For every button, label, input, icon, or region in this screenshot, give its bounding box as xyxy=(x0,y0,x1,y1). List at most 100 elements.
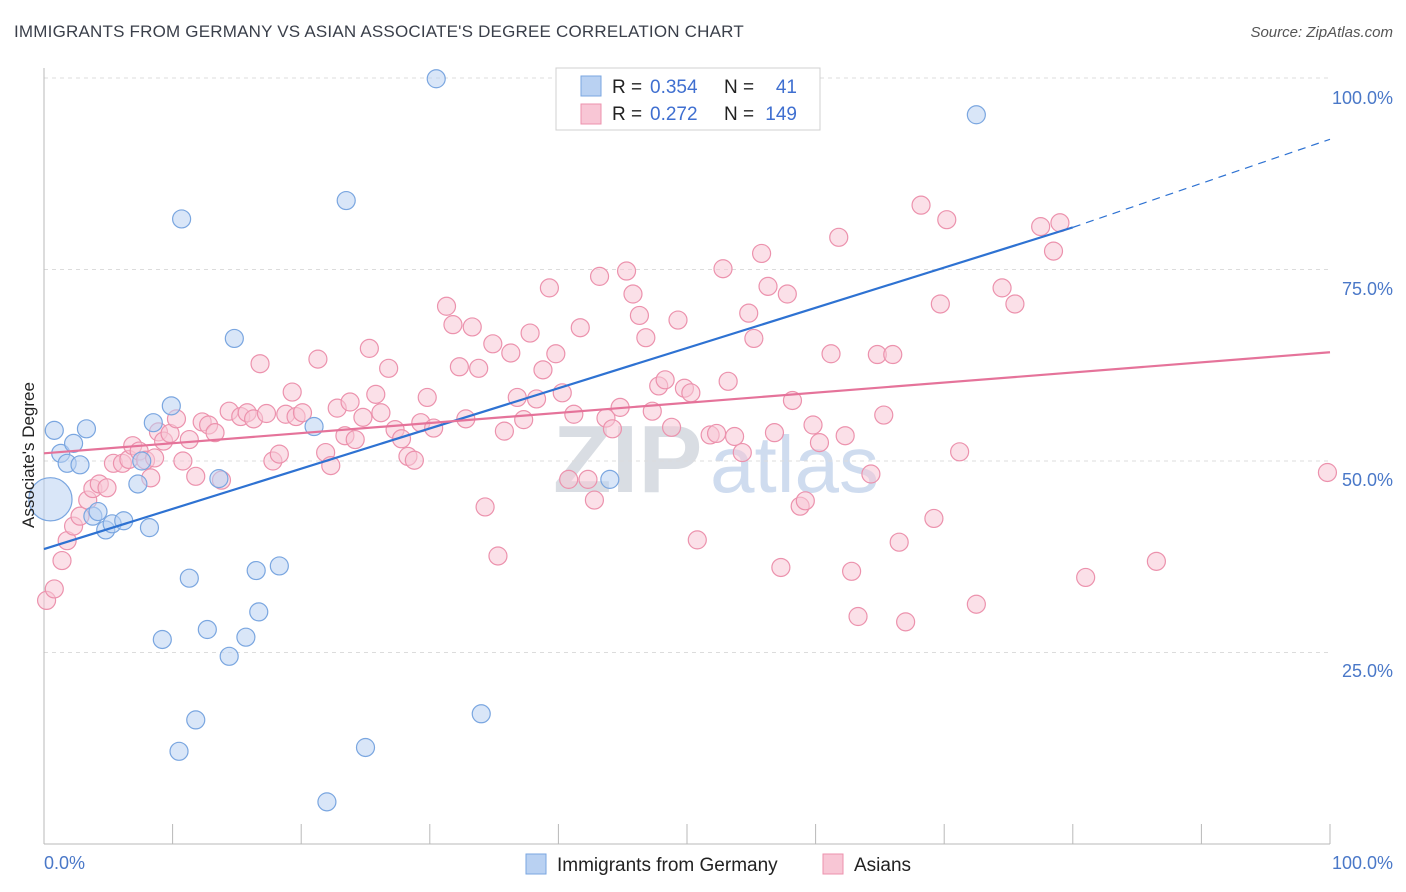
asians-point-121 xyxy=(842,561,862,581)
asians-point-107 xyxy=(744,328,764,349)
legend-r-label-2: R = xyxy=(612,104,642,125)
bottom-legend-label-germany: Immigrants from Germany xyxy=(557,855,778,876)
legend-n-label-1: N = xyxy=(724,77,754,98)
chart-title: IMMIGRANTS FROM GERMANY VS ASIAN ASSOCIA… xyxy=(14,22,744,41)
asians-trend-line xyxy=(43,351,1331,455)
germany-point-18 xyxy=(169,741,189,761)
germany-trend-extension xyxy=(1072,138,1331,228)
asians-point-129 xyxy=(911,195,931,215)
asians-point-103 xyxy=(718,371,738,391)
asians-point-76 xyxy=(539,278,559,298)
germany-point-23 xyxy=(209,469,229,489)
series-legend: Immigrants from Germany Asians xyxy=(525,853,911,876)
germany-point-31 xyxy=(317,792,337,812)
germany-point-1 xyxy=(44,420,64,440)
asians-point-94 xyxy=(655,370,675,390)
asians-point-24 xyxy=(186,466,206,486)
y-tick-50: 50.0% xyxy=(1342,470,1393,490)
germany-point-35 xyxy=(471,704,491,724)
asians-point-108 xyxy=(751,243,772,264)
germany-point-25 xyxy=(224,328,244,349)
legend-swatch-germany xyxy=(580,75,602,97)
asians-point-56 xyxy=(404,450,424,470)
asians-point-70 xyxy=(501,343,521,363)
legend-r-label-1: R = xyxy=(612,77,642,98)
asians-point-82 xyxy=(578,469,598,489)
asians-point-61 xyxy=(443,315,463,335)
y-axis-label: Associate's Degree xyxy=(19,382,38,528)
asians-point-128 xyxy=(896,612,916,632)
asians-point-99 xyxy=(687,530,707,550)
asians-point-106 xyxy=(739,303,759,323)
gridlines xyxy=(44,77,1330,653)
asians-point-140 xyxy=(1076,567,1096,588)
asians-point-104 xyxy=(724,426,745,447)
asians-point-60 xyxy=(436,296,457,316)
germany-point-37 xyxy=(966,105,986,125)
x-tick-max: 100.0% xyxy=(1332,853,1393,873)
asians-point-125 xyxy=(874,405,894,425)
germany-point-24 xyxy=(219,646,239,666)
asians-point-98 xyxy=(681,383,701,403)
germany-point-6 xyxy=(76,419,97,439)
asians-point-138 xyxy=(1043,241,1064,261)
asians-point-122 xyxy=(848,606,868,627)
germany-point-13 xyxy=(132,451,152,471)
asians-point-119 xyxy=(829,227,849,247)
axes xyxy=(43,68,1331,845)
asians-point-120 xyxy=(835,426,855,446)
asians-point-68 xyxy=(488,546,508,566)
asians-point-73 xyxy=(520,323,540,343)
legend-swatch-asians xyxy=(580,103,602,125)
asians-point-1 xyxy=(44,579,64,599)
asians-point-46 xyxy=(340,392,360,412)
asians-point-86 xyxy=(602,419,623,439)
asians-point-84 xyxy=(589,266,610,286)
asians-point-34 xyxy=(256,403,277,424)
correlation-legend: R = 0.354 N = 41 R = 0.272 N = 149 xyxy=(555,67,821,131)
asians-point-102 xyxy=(713,259,733,279)
asians-point-135 xyxy=(992,278,1012,298)
asians-point-9 xyxy=(97,478,117,498)
germany-point-4 xyxy=(63,433,84,453)
asians-point-62 xyxy=(449,357,469,377)
asians-point-83 xyxy=(584,490,605,510)
legend-r-value-2: 0.272 xyxy=(650,104,698,125)
germany-point-5 xyxy=(70,455,90,475)
asians-point-127 xyxy=(889,532,909,552)
germany-point-19 xyxy=(172,209,192,229)
bottom-legend-label-asians: Asians xyxy=(854,855,911,876)
asians-points xyxy=(36,195,1338,632)
germany-point-14 xyxy=(139,518,160,538)
y-tick-25: 25.0% xyxy=(1342,661,1393,681)
asians-point-52 xyxy=(379,358,399,378)
asians-point-50 xyxy=(366,384,386,404)
asians-point-54 xyxy=(391,429,412,449)
asians-point-36 xyxy=(269,444,289,464)
germany-point-34 xyxy=(426,69,446,89)
germany-point-21 xyxy=(186,710,206,730)
asians-point-66 xyxy=(475,497,495,517)
asians-point-110 xyxy=(764,423,785,443)
y-tick-75: 75.0% xyxy=(1342,279,1393,299)
asians-point-67 xyxy=(483,334,503,354)
asians-point-72 xyxy=(514,410,534,430)
asians-point-126 xyxy=(883,344,903,365)
asians-point-77 xyxy=(546,344,566,364)
germany-point-15 xyxy=(143,413,163,433)
germany-point-33 xyxy=(355,737,376,758)
asians-point-88 xyxy=(616,261,637,281)
germany-point-26 xyxy=(236,627,256,647)
asians-point-105 xyxy=(732,442,752,463)
germany-point-20 xyxy=(179,568,199,588)
asians-point-27 xyxy=(205,423,225,443)
legend-n-value-1: 41 xyxy=(776,77,797,98)
asians-point-137 xyxy=(1031,217,1051,237)
asians-point-133 xyxy=(950,442,970,462)
asians-point-49 xyxy=(359,338,379,358)
bottom-legend-swatch-asians xyxy=(822,853,844,875)
asians-point-113 xyxy=(782,390,803,411)
asians-point-118 xyxy=(821,344,841,364)
germany-point-29 xyxy=(269,556,289,576)
